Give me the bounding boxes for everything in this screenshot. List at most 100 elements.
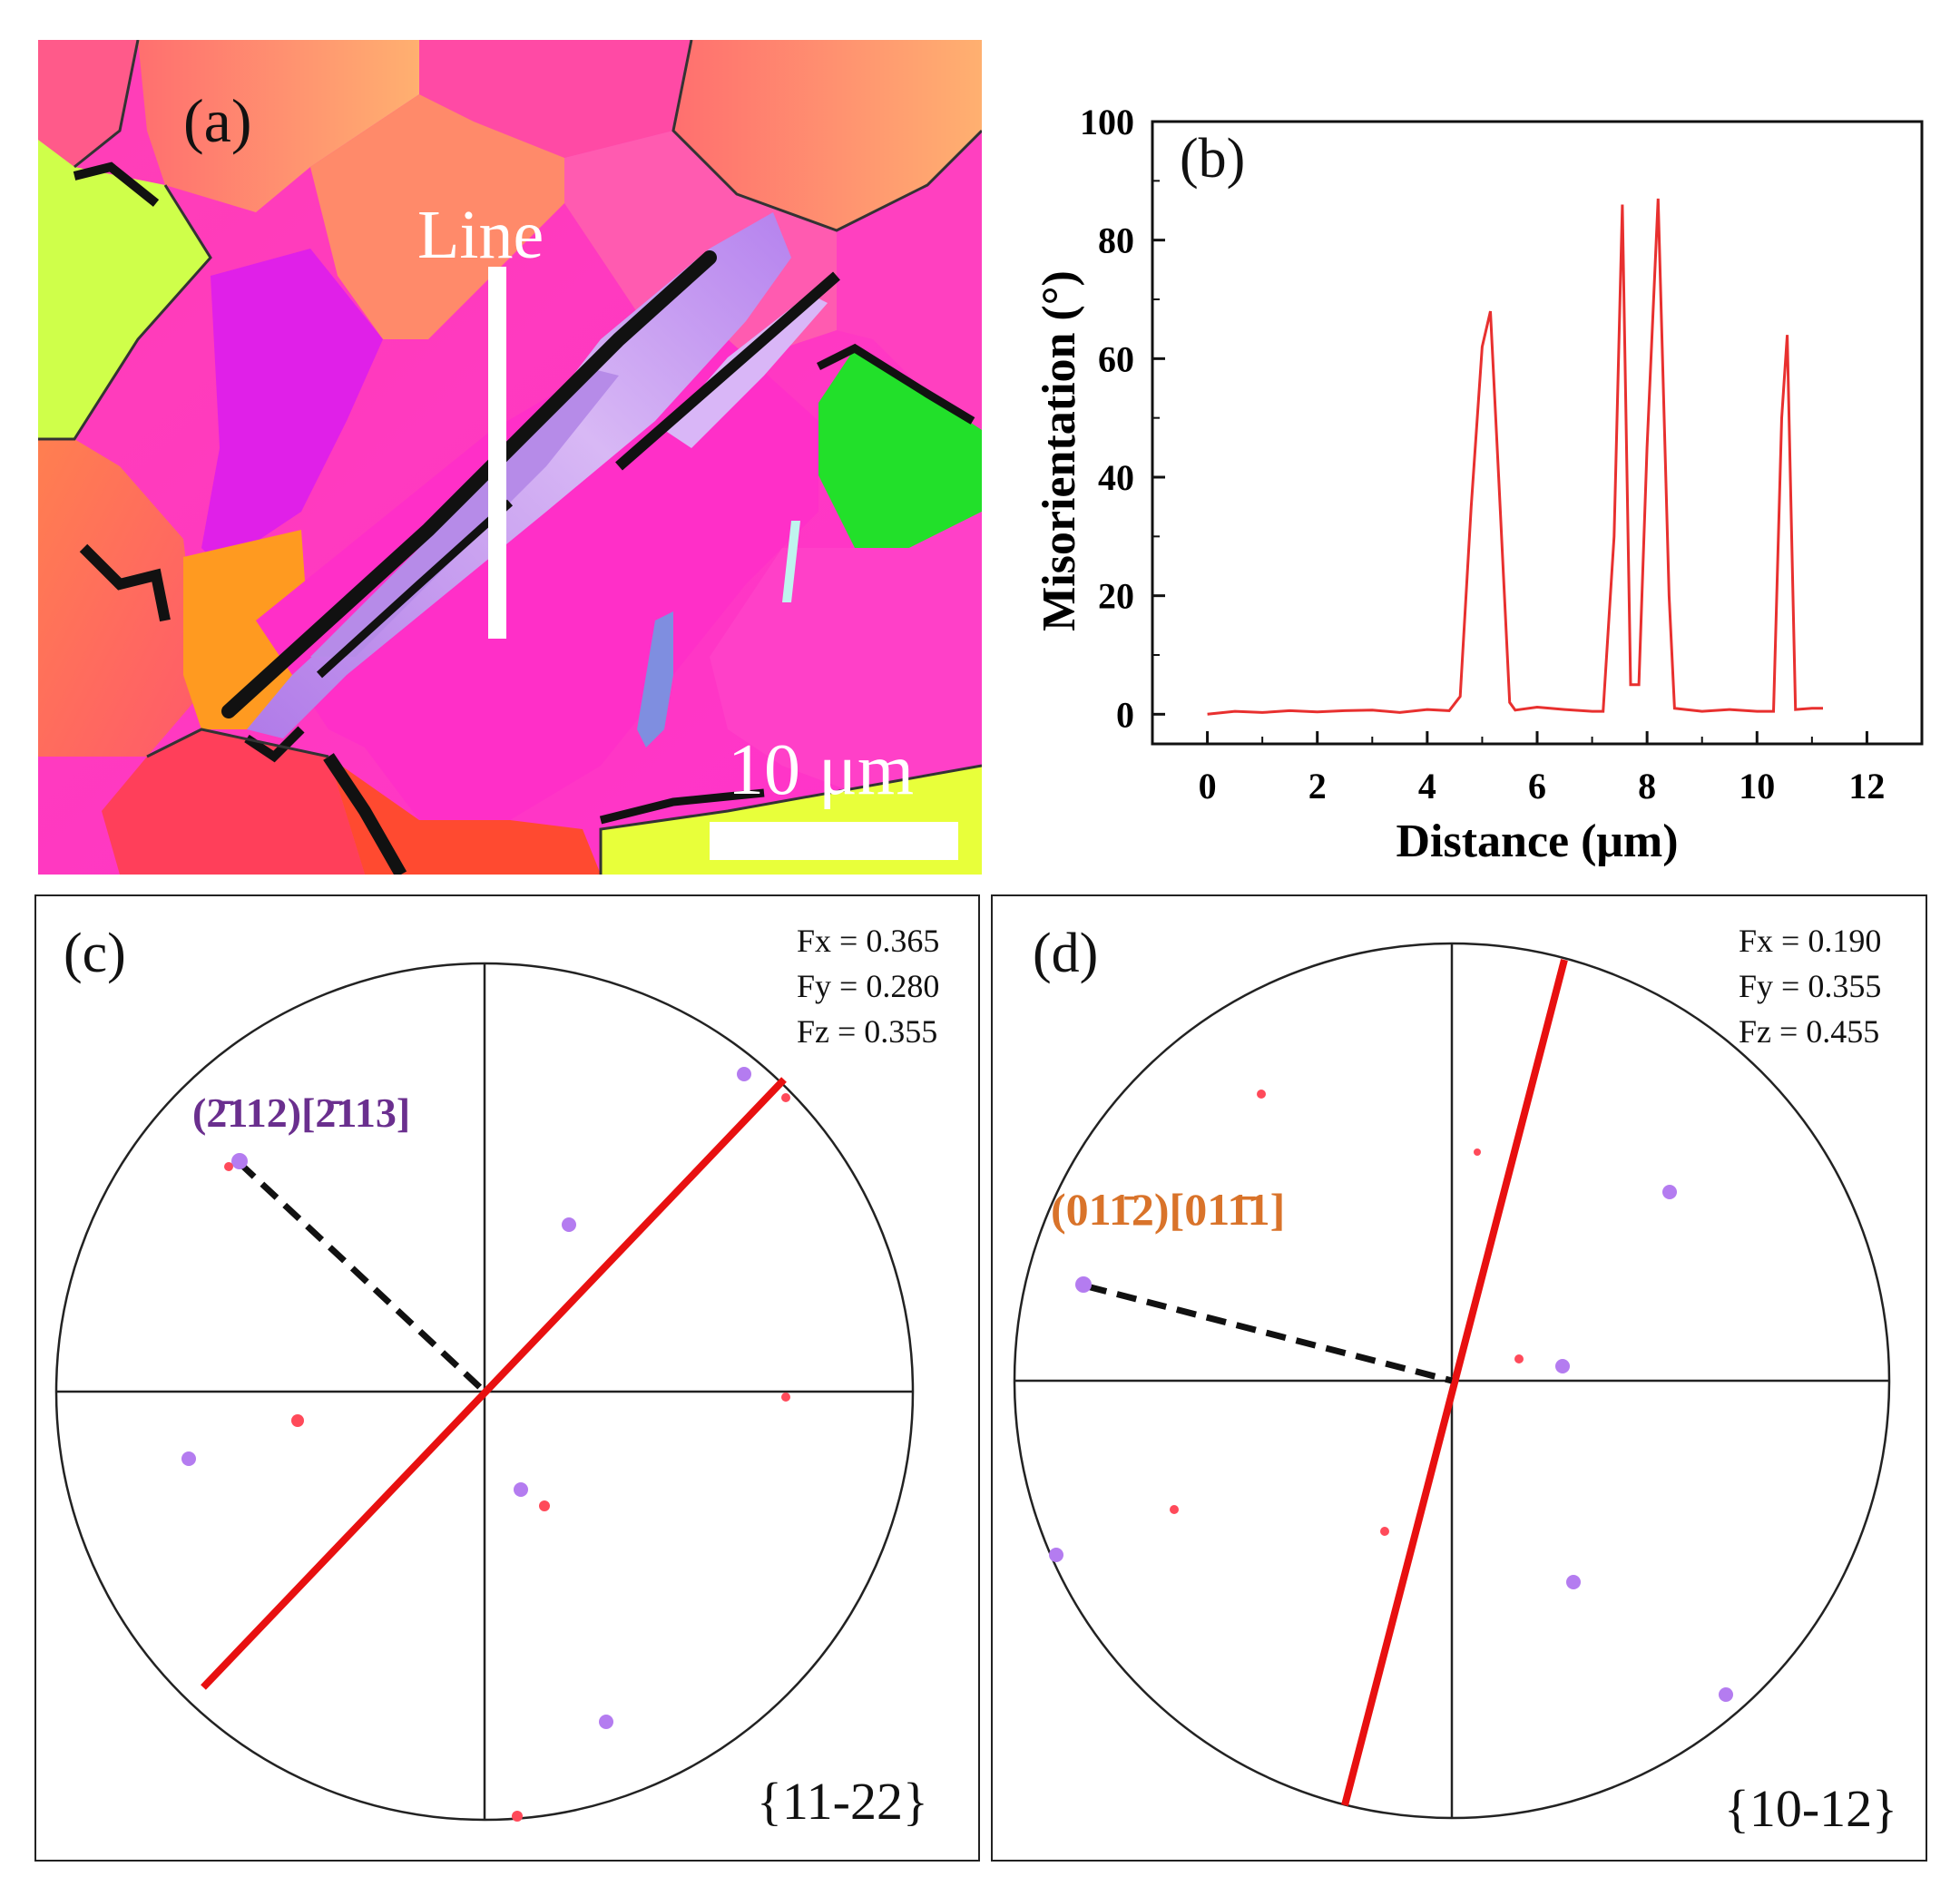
grain	[328, 757, 601, 875]
y-tick-label: 100	[1080, 102, 1134, 142]
pole-spot	[1474, 1148, 1481, 1156]
pole-spot	[514, 1482, 528, 1497]
twin-plane-trace	[201, 1077, 787, 1690]
pole-figure-panel-c: (c) Fx = 0.365 Fy = 0.280 Fz = 0.355 (2̄…	[34, 894, 980, 1862]
panel-b-label: (b)	[1180, 128, 1246, 190]
fx-value: Fx = 0.190	[1739, 923, 1882, 959]
twin-plane-trace	[1341, 958, 1568, 1807]
pole-figure-panel-d: (d) Fx = 0.190 Fy = 0.355 Fz = 0.455 (01…	[991, 894, 1927, 1862]
fy-value: Fy = 0.280	[797, 968, 940, 1004]
pole-spot	[1075, 1276, 1092, 1293]
pole-spot	[737, 1067, 751, 1081]
pole-spot	[1719, 1687, 1733, 1702]
x-tick-label: 0	[1199, 766, 1217, 806]
line-label: Line	[417, 197, 544, 273]
grain-boundary	[671, 39, 984, 232]
y-tick-label: 60	[1098, 338, 1134, 379]
plane-family-label: {10-12}	[1724, 1779, 1897, 1838]
twin-fragment	[637, 611, 673, 748]
grain-boundary-band	[316, 499, 514, 679]
misorientation-chart-panel: 0 2 4 6 8 10 12 0 20 40 60 80 100 Distance (μm) Misori…	[998, 82, 1924, 880]
y-tick-label: 20	[1098, 576, 1134, 617]
twin-variant-label: (2̄112)[2̄113]	[192, 1090, 411, 1136]
pole-spot	[1514, 1354, 1524, 1363]
pole-figure-c	[54, 962, 915, 1822]
pole-spot	[599, 1715, 613, 1729]
fz-value: Fz = 0.355	[797, 1013, 938, 1050]
grain-boundary-band	[323, 753, 407, 878]
pole-direction-line	[1086, 1283, 1453, 1384]
x-tick-label: 12	[1848, 766, 1885, 806]
grain-boundary-band	[221, 250, 717, 718]
y-tick-label: 80	[1098, 220, 1134, 261]
grain	[38, 439, 201, 757]
grain	[818, 348, 982, 548]
panel-a-label: (a)	[183, 86, 252, 155]
x-tick-label: 4	[1418, 766, 1436, 806]
grain	[673, 40, 982, 230]
pole-spot	[1170, 1505, 1179, 1514]
misorientation-chart: 0 2 4 6 8 10 12 0 20 40 60 80 100 Distance (μm) Misori…	[1034, 102, 1924, 867]
y-tick-label: 0	[1116, 694, 1134, 735]
grain-boundary-band	[73, 161, 160, 207]
pole-spot	[1662, 1185, 1677, 1199]
grain-boundary	[599, 764, 983, 875]
fx-value: Fx = 0.365	[797, 923, 940, 959]
pole-spot	[539, 1500, 550, 1511]
grain	[419, 40, 691, 158]
pole-spot	[1555, 1359, 1570, 1373]
panel-d-factors: Fx = 0.190 Fy = 0.355 Fz = 0.455	[1739, 918, 1881, 1054]
pole-spot	[562, 1217, 576, 1232]
measurement-line	[488, 267, 506, 639]
grain	[710, 512, 982, 793]
fy-value: Fy = 0.355	[1739, 968, 1882, 1004]
x-tick-label: 6	[1528, 766, 1546, 806]
grain-boundary-band	[79, 543, 171, 622]
panel-d-label: (d)	[1033, 923, 1099, 984]
twin-fragment	[782, 521, 800, 602]
pole-spot	[1380, 1527, 1389, 1536]
pole-spot	[231, 1153, 248, 1169]
twin-lamella	[664, 294, 828, 448]
x-tick-label: 2	[1308, 766, 1327, 806]
pole-spot	[224, 1162, 233, 1171]
x-tick-label: 8	[1638, 766, 1656, 806]
grain	[138, 40, 419, 212]
panel-c-factors: Fx = 0.365 Fy = 0.280 Fz = 0.355	[797, 918, 939, 1054]
y-axis-label: Misorientation (°)	[1034, 270, 1085, 631]
grain	[102, 729, 365, 875]
pole-spot	[781, 1093, 790, 1102]
pole-spot	[1049, 1548, 1063, 1562]
pole-spot	[1257, 1090, 1266, 1099]
grain-boundary-band	[599, 788, 765, 825]
ebsd-orientation-map	[38, 39, 984, 878]
pole-spot	[291, 1414, 304, 1427]
plot-frame	[1151, 120, 1924, 746]
grain	[183, 530, 310, 729]
ebsd-map-panel: (a) Line 10 μm	[38, 39, 984, 878]
scale-bar-label: 10 μm	[728, 730, 915, 810]
grain	[837, 131, 982, 430]
pole-spot	[181, 1451, 196, 1466]
plane-family-label: {11-22}	[757, 1772, 928, 1831]
grain-boundary-band	[816, 343, 975, 425]
panel-c-label: (c)	[64, 923, 126, 984]
fz-value: Fz = 0.455	[1739, 1013, 1880, 1050]
pole-spot	[512, 1811, 523, 1822]
y-tick-label: 40	[1098, 457, 1134, 498]
misorientation-series-line	[1207, 198, 1823, 716]
twin-variant-label: (011̄2)[011̄1]	[1051, 1184, 1286, 1235]
pole-figure-d	[1013, 942, 1891, 1820]
grain	[564, 131, 837, 348]
grain	[201, 249, 383, 566]
grain-boundary	[74, 39, 140, 169]
pole-spot	[1566, 1575, 1581, 1589]
grain	[310, 94, 564, 339]
pole-spot	[781, 1393, 790, 1402]
grain	[256, 339, 818, 820]
twin-lamella	[310, 366, 619, 657]
x-axis-label: Distance (μm)	[1396, 816, 1678, 867]
scale-bar	[710, 822, 958, 860]
grain-boundary-band	[615, 271, 840, 471]
grain-boundary	[146, 728, 329, 758]
